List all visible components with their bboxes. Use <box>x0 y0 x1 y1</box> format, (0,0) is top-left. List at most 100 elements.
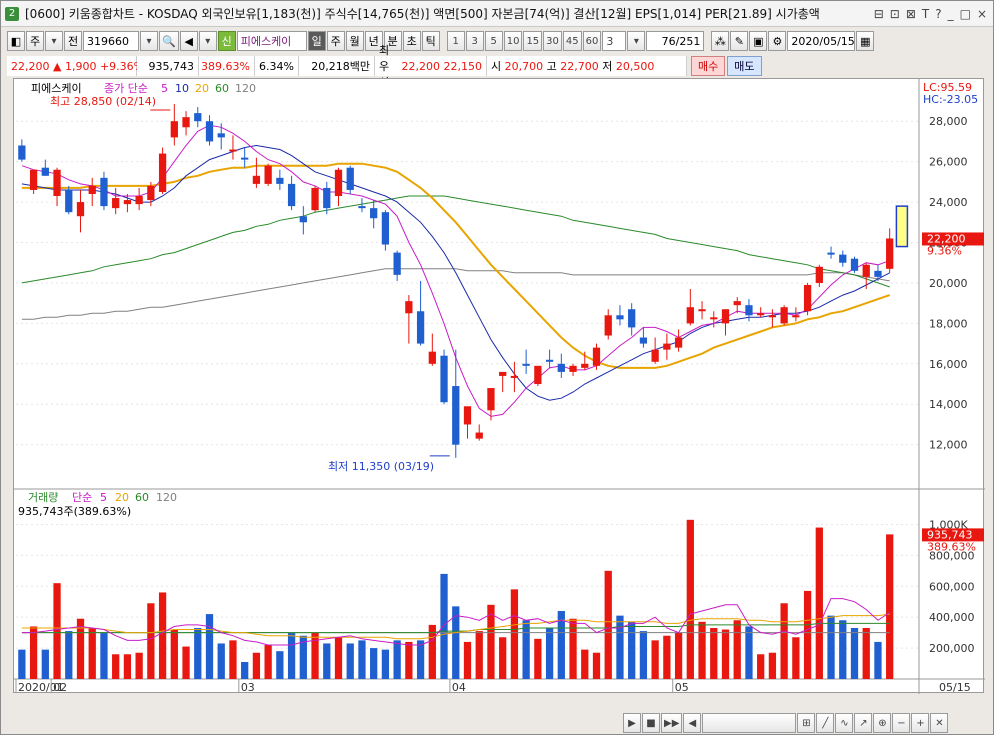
candle-body <box>616 315 624 320</box>
speaker-icon[interactable]: ◀ <box>179 31 198 51</box>
period-select[interactable]: 주 <box>26 31 44 51</box>
zoom-slider[interactable] <box>702 713 797 733</box>
minimize-icon[interactable]: _ <box>947 6 954 21</box>
grid-icon[interactable]: ⊠ <box>905 6 916 21</box>
candle-body <box>604 315 612 336</box>
period-tick[interactable]: 틱 <box>421 31 440 51</box>
volume-bar <box>147 603 155 679</box>
period-minute[interactable]: 분 <box>383 31 402 51</box>
zoom-out-icon[interactable]: − <box>892 713 911 733</box>
scroll-left-icon[interactable]: ◀ <box>683 713 702 733</box>
ma60-label: 60 <box>215 82 229 95</box>
volume-bar <box>475 631 483 679</box>
title-bar[interactable]: 2 [0600] 키움종합차트 - KOSDAQ 외국인보유[1,183(천)]… <box>1 1 993 27</box>
candle-body <box>41 167 49 176</box>
period-day[interactable]: 일 <box>307 31 326 51</box>
help-icon[interactable]: ? <box>935 6 942 21</box>
volume-bar <box>850 628 859 679</box>
price-tick-label: 24,000 <box>929 196 968 209</box>
interval-15[interactable]: 15 <box>523 31 543 51</box>
interval-1[interactable]: 1 <box>446 31 465 51</box>
volume-bar <box>557 611 565 679</box>
stock-code-input[interactable]: 319660 <box>83 31 139 51</box>
drawing-icon[interactable]: ✎ <box>730 31 749 51</box>
candle-body <box>886 238 894 269</box>
data-count[interactable]: 76/251 <box>646 31 705 51</box>
sell-button[interactable]: 매도 <box>727 56 762 76</box>
indicator-icon[interactable]: ⁂ <box>711 31 730 51</box>
draw-line-icon[interactable]: ╱ <box>816 713 835 733</box>
volume-bar <box>757 654 765 679</box>
interval-60[interactable]: 60 <box>582 31 602 51</box>
grid-toggle-icon[interactable]: ⊞ <box>797 713 816 733</box>
fast-forward-icon[interactable]: ▶▶ <box>661 713 683 733</box>
panel-toggle-icon[interactable]: ◧ <box>7 31 25 51</box>
last-pct-label: 9.36% <box>927 244 962 257</box>
candle-body <box>757 313 765 316</box>
candle-body <box>487 388 495 411</box>
interval-input[interactable]: 3 <box>602 31 627 51</box>
prev-button[interactable]: 전 <box>64 31 82 51</box>
tile-icon[interactable]: ⊟ <box>873 6 884 21</box>
layout-icon[interactable]: ⊡ <box>889 6 900 21</box>
interval-dropdown-icon[interactable]: ▾ <box>627 31 646 51</box>
save-icon[interactable]: ▣ <box>749 31 768 51</box>
candle-body <box>358 206 366 209</box>
next-candle-marker <box>895 205 909 248</box>
interval-10[interactable]: 10 <box>503 31 523 51</box>
volume-bar <box>393 640 401 679</box>
volume-bar <box>592 652 601 679</box>
candle-body <box>123 200 132 205</box>
maximize-icon[interactable]: □ <box>959 6 971 21</box>
candle-body <box>839 254 847 263</box>
fit-icon[interactable]: ✕ <box>930 713 949 733</box>
interval-45[interactable]: 45 <box>562 31 582 51</box>
candle-body <box>370 208 378 219</box>
close-icon[interactable]: × <box>976 6 987 21</box>
date-input[interactable]: 2020/05/15 <box>787 31 856 51</box>
zoom-in-icon[interactable]: + <box>911 713 930 733</box>
candle-body <box>452 386 460 445</box>
best-bid: 22,150 <box>443 59 483 73</box>
interval-30[interactable]: 30 <box>543 31 562 51</box>
ma-legend-label: 종가 단순 <box>104 82 148 95</box>
calendar-icon[interactable]: ▦ <box>856 31 875 51</box>
candle-body <box>416 311 425 344</box>
vma60-line <box>21 622 890 634</box>
draw-wave-icon[interactable]: ∿ <box>835 713 854 733</box>
candle-body <box>745 305 753 316</box>
speaker-dropdown-icon[interactable]: ▾ <box>198 31 217 51</box>
volume-bar <box>721 629 730 679</box>
text-icon[interactable]: T <box>921 6 930 21</box>
volume-last-label: 935,743주(389.63%) <box>18 505 131 518</box>
candle-body <box>862 264 870 277</box>
x-tick-label: 02 <box>53 681 67 694</box>
stop-icon[interactable]: ■ <box>642 713 660 733</box>
candle-body <box>112 198 120 209</box>
code-dropdown-icon[interactable]: ▾ <box>140 31 158 51</box>
period-second[interactable]: 초 <box>402 31 421 51</box>
volume-bar <box>886 534 894 679</box>
scroll-right-icon[interactable]: ▶ <box>623 713 641 733</box>
buy-button[interactable]: 매수 <box>691 56 726 76</box>
price-volume-chart[interactable]: 28,00026,00024,00022,00020,00018,00016,0… <box>14 79 985 694</box>
interval-5[interactable]: 5 <box>484 31 503 51</box>
snap-icon[interactable]: ⊕ <box>873 713 892 733</box>
search-icon[interactable]: 🔍 <box>159 31 179 51</box>
candle-body <box>850 258 859 271</box>
period-year[interactable]: 년 <box>364 31 383 51</box>
low-label: 저 <box>602 60 613 73</box>
candle-body <box>229 149 237 152</box>
chart-area[interactable]: 28,00026,00024,00022,00020,00018,00016,0… <box>13 78 985 694</box>
candle-body <box>674 337 683 348</box>
draw-arrow-icon[interactable]: ↗ <box>854 713 873 733</box>
candle-body <box>194 113 202 122</box>
price-tick-label: 16,000 <box>929 358 968 371</box>
period-month[interactable]: 월 <box>345 31 364 51</box>
period-week[interactable]: 주 <box>326 31 345 51</box>
settings-icon[interactable]: ⚙ <box>768 31 787 51</box>
chevron-down-icon[interactable]: ▾ <box>45 31 63 51</box>
interval-3[interactable]: 3 <box>465 31 484 51</box>
volume-bar <box>346 643 354 679</box>
